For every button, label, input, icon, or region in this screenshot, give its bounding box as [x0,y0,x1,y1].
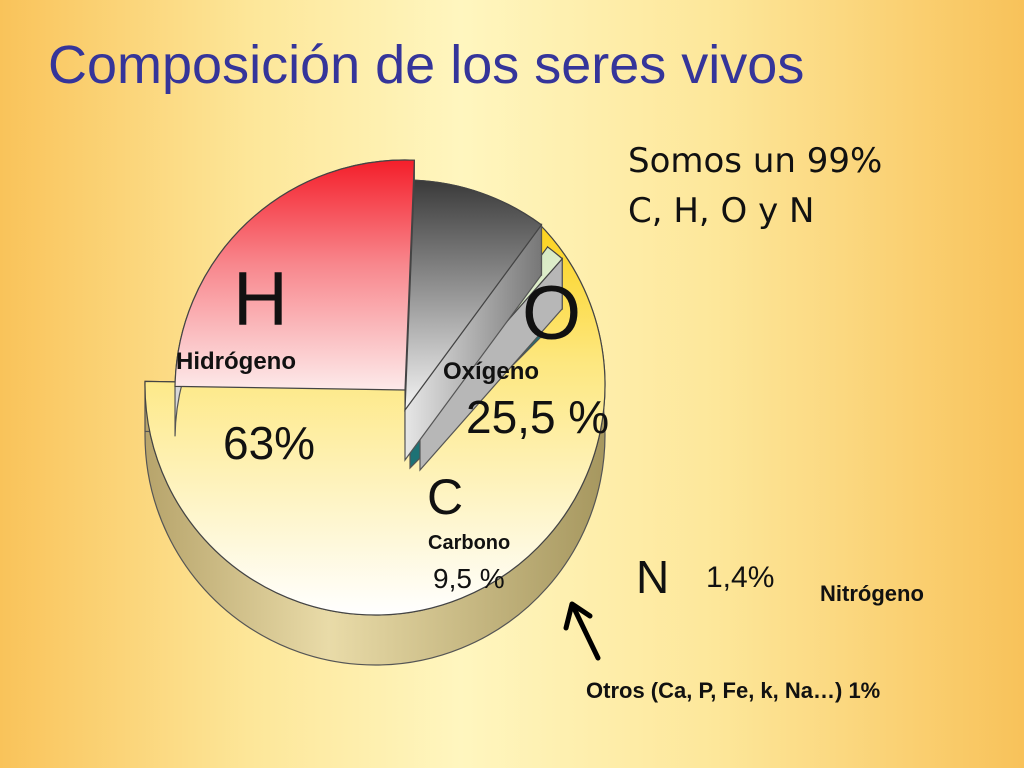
summary-line-2: C, H, O y N [628,191,815,231]
slice-o-name: Oxígeno [443,358,540,385]
slice-c-name: Carbono [428,532,511,554]
slice-h-value-label: 63% [223,417,316,469]
slice-n-symbol: N [636,551,670,603]
slice-o [174,159,415,391]
slice-c-value-label: 9,5 % [433,563,505,594]
slice-c-symbol: C [427,469,464,525]
slice-h-symbol: H [233,257,288,342]
otros-label: Otros (Ca, P, Fe, k, Na…) 1% [586,678,881,703]
slice-h-name: Hidrógeno [176,348,296,375]
slice-o-value-label: 25,5 % [466,391,610,443]
slice-o-symbol: O [522,271,582,356]
slice-c [404,179,543,412]
otros-arrow-icon [563,601,601,661]
slice-n-name: Nitrógeno [820,581,924,606]
summary-line-1: Somos un 99% [628,141,883,181]
summary-note: Somos un 99% C, H, O y N [628,136,882,236]
slice-n-value-label: 1,4% [706,561,775,594]
page-title: Composición de los seres vivos [48,35,805,95]
